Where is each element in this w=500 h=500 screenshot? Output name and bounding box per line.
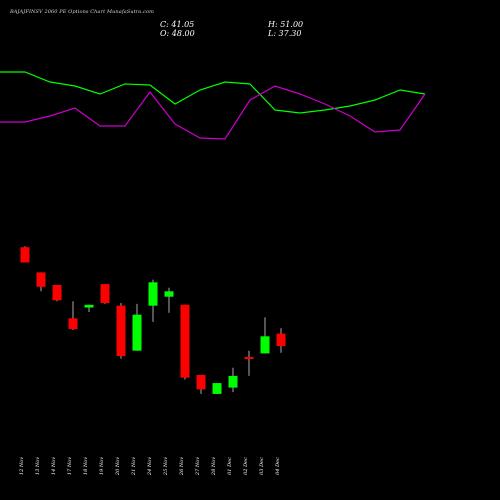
candle-body: [276, 333, 286, 347]
candle: [196, 375, 206, 394]
candle-body: [244, 357, 254, 359]
candle: [100, 284, 110, 304]
candle: [244, 350, 254, 376]
candle: [228, 367, 238, 393]
x-tick-label: 28 Nov: [211, 457, 217, 476]
close-value: C: 41.05: [160, 20, 195, 29]
candle-body: [116, 305, 126, 357]
x-tick-label: 02 Dec: [243, 457, 249, 475]
candle: [116, 303, 126, 359]
x-tick-label: 20 Nov: [115, 457, 121, 476]
upper-indicator-line: [0, 71, 426, 114]
x-tick-label: 04 Dec: [275, 457, 281, 475]
candle-body: [132, 314, 142, 351]
candle: [260, 317, 270, 354]
candle: [148, 279, 158, 322]
x-tick-label: 18 Nov: [83, 457, 89, 475]
candle: [52, 285, 62, 302]
candle-body: [52, 285, 62, 301]
indicator-lines: [0, 71, 426, 140]
candlesticks: [20, 246, 286, 394]
lower-indicator-line: [0, 85, 426, 140]
candle: [84, 304, 94, 312]
x-tick-label: 24 Nov: [147, 457, 153, 476]
candle-body: [36, 272, 46, 287]
candle: [276, 328, 286, 353]
candle-body: [228, 375, 238, 388]
x-tick-label: 13 Nov: [35, 457, 41, 475]
candle: [36, 272, 46, 292]
x-tick-label: 12 Nov: [19, 457, 25, 475]
x-tick-label: 17 Nov: [67, 457, 73, 475]
open-value: O: 48.00: [160, 29, 195, 38]
x-tick-label: 25 Nov: [163, 457, 169, 476]
candle-body: [84, 304, 94, 308]
candle-body: [164, 291, 174, 297]
low-value: L: 37.30: [268, 29, 302, 38]
candle: [68, 301, 78, 330]
candle-body: [68, 318, 78, 330]
x-tick-label: 01 Dec: [227, 457, 233, 475]
x-tick-label: 03 Dec: [259, 457, 265, 475]
candle: [180, 304, 190, 380]
candle-body: [260, 336, 270, 354]
candle: [212, 383, 222, 394]
candle-body: [20, 247, 30, 263]
candle-body: [180, 304, 190, 378]
candle: [20, 246, 30, 263]
candle-body: [100, 284, 110, 303]
candle-body: [196, 375, 206, 390]
candle-body: [148, 282, 158, 306]
x-tick-label: 27 Nov: [195, 457, 201, 476]
x-tick-label: 14 Nov: [51, 457, 57, 475]
candle: [132, 303, 142, 351]
x-tick-label: 26 Nov: [179, 457, 185, 476]
chart-title: BAJAJFINSV 2060 PE Options Chart MunafaS…: [10, 9, 154, 15]
candle: [164, 287, 174, 313]
candle-body: [212, 383, 222, 394]
x-axis-labels: 12 Nov 13 Nov 14 Nov 17 Nov 18 Nov 19 Nov 20 N…: [19, 457, 281, 476]
x-tick-label: 19 Nov: [99, 457, 105, 475]
high-value: H: 51.00: [268, 20, 304, 29]
x-tick-label: 21 Nov: [131, 457, 137, 476]
